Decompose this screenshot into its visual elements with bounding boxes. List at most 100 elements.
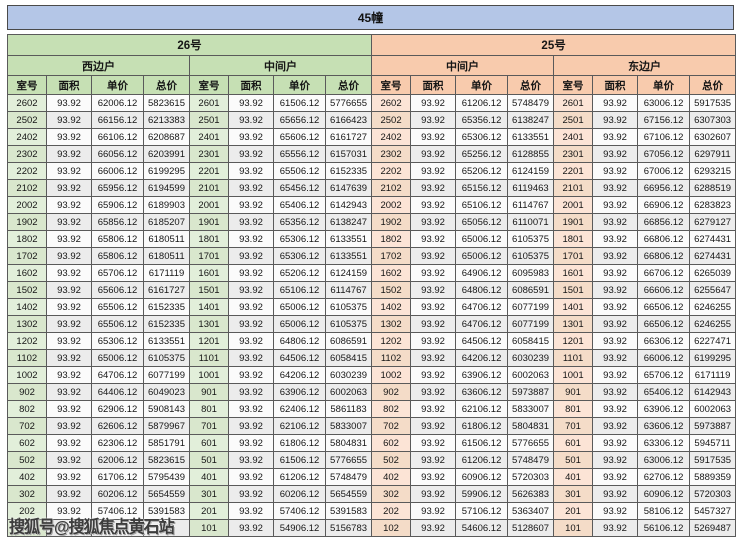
room-number-cell: 1502 xyxy=(7,281,47,299)
room-number-cell: 301 xyxy=(189,485,229,503)
table-row: 2102 93.92 65956.12 6194599 2101 93.92 65456.1… xyxy=(7,179,737,197)
value-cell: 6189903 xyxy=(143,196,190,214)
value-cell: 5917535 xyxy=(689,94,737,112)
value-cell: 5823615 xyxy=(143,94,190,112)
value-cell: 6279127 xyxy=(689,213,737,231)
value-cell: 93.92 xyxy=(228,519,274,537)
building-title: 45幢 xyxy=(7,5,734,30)
value-cell: 5776655 xyxy=(507,434,555,452)
unit-type-row: 西边户 中间户 中间户 东边户 xyxy=(7,55,737,76)
room-number-cell: 1501 xyxy=(553,281,594,299)
value-cell: 5654559 xyxy=(143,485,190,503)
value-cell: 93.92 xyxy=(592,366,639,384)
value-cell: 6133551 xyxy=(507,128,555,146)
room-number-cell: 602 xyxy=(7,434,47,452)
value-cell: 62906.12 xyxy=(91,400,144,418)
col-total-price: 总价 xyxy=(143,75,190,95)
value-cell: 6077199 xyxy=(507,315,555,333)
value-cell: 64206.12 xyxy=(273,366,326,384)
value-cell: 93.92 xyxy=(410,111,457,129)
value-cell: 65606.12 xyxy=(273,128,326,146)
value-cell: 6142943 xyxy=(689,383,737,401)
value-cell: 93.92 xyxy=(410,230,457,248)
room-number-cell: 1802 xyxy=(7,230,47,248)
value-cell: 65556.12 xyxy=(273,145,326,163)
value-cell: 65956.12 xyxy=(91,179,144,197)
room-number-cell: 1202 xyxy=(371,332,412,350)
value-cell: 6058415 xyxy=(324,349,373,367)
value-cell: 57106.12 xyxy=(455,502,509,520)
value-cell: 6274431 xyxy=(689,247,737,265)
value-cell: 63006.12 xyxy=(637,451,691,469)
value-cell: 64806.12 xyxy=(273,332,326,350)
table-row: 1602 93.92 65706.12 6171119 1601 93.92 65206.1… xyxy=(7,264,737,282)
value-cell: 5823615 xyxy=(143,451,190,469)
room-number-cell: 1201 xyxy=(189,332,229,350)
value-cell: 66856.12 xyxy=(637,213,691,231)
building-25-header: 25号 xyxy=(371,34,737,56)
room-number-cell: 2402 xyxy=(7,128,47,146)
room-number-cell: 1702 xyxy=(371,247,412,265)
value-cell: 93.92 xyxy=(592,315,639,333)
value-cell: 65906.12 xyxy=(91,196,144,214)
value-cell: 93.92 xyxy=(410,128,457,146)
value-cell: 93.92 xyxy=(592,519,639,537)
value-cell: 61506.12 xyxy=(455,434,509,452)
value-cell: 65206.12 xyxy=(273,264,326,282)
room-number-cell: 2002 xyxy=(7,196,47,214)
value-cell: 61706.12 xyxy=(91,468,144,486)
value-cell: 5861183 xyxy=(324,400,373,418)
room-number-cell: 2201 xyxy=(553,162,594,180)
room-number-cell: 2502 xyxy=(7,111,47,129)
value-cell: 67156.12 xyxy=(637,111,691,129)
room-number-cell: 901 xyxy=(553,383,594,401)
value-cell: 93.92 xyxy=(46,434,92,452)
table-row: 1402 93.92 65506.12 6152335 1401 93.92 65006.1… xyxy=(7,298,737,316)
value-cell: 64806.12 xyxy=(455,281,509,299)
value-cell: 6105375 xyxy=(324,315,373,333)
value-cell: 63906.12 xyxy=(455,366,509,384)
value-cell: 93.92 xyxy=(46,502,92,520)
table-body: 2602 93.92 62006.12 5823615 2601 93.92 61506.1… xyxy=(7,94,737,537)
value-cell: 6208687 xyxy=(143,128,190,146)
room-number-cell xyxy=(7,519,47,537)
value-cell: 93.92 xyxy=(228,213,274,231)
room-number-cell: 802 xyxy=(7,400,47,418)
value-cell: 62606.12 xyxy=(91,417,144,435)
room-number-cell: 201 xyxy=(553,502,594,520)
value-cell: 93.92 xyxy=(410,196,457,214)
building-title-label: 45幢 xyxy=(357,11,384,25)
room-number-cell: 2501 xyxy=(553,111,594,129)
value-cell: 62706.12 xyxy=(637,468,691,486)
room-number-cell: 1002 xyxy=(371,366,412,384)
table-row: 502 93.92 62006.12 5823615 501 93.92 61506.12 5… xyxy=(7,451,737,469)
value-cell: 93.92 xyxy=(410,383,457,401)
room-number-cell: 902 xyxy=(7,383,47,401)
value-cell: 93.92 xyxy=(228,196,274,214)
value-cell: 93.92 xyxy=(592,400,639,418)
value-cell: 93.92 xyxy=(228,128,274,146)
value-cell: 6002063 xyxy=(324,383,373,401)
room-number-cell: 1002 xyxy=(7,366,47,384)
room-number-cell: 801 xyxy=(189,400,229,418)
value-cell: 93.92 xyxy=(592,434,639,452)
room-number-cell: 402 xyxy=(371,468,412,486)
room-number-cell: 2401 xyxy=(189,128,229,146)
value-cell: 93.92 xyxy=(228,383,274,401)
value-cell: 6105375 xyxy=(143,349,190,367)
value-cell: 93.92 xyxy=(592,417,639,435)
value-cell: 6030239 xyxy=(324,366,373,384)
col-total-price: 总价 xyxy=(689,75,737,95)
value-cell: 5363407 xyxy=(507,502,555,520)
room-number-cell: 2202 xyxy=(7,162,47,180)
value-cell: 65506.12 xyxy=(273,162,326,180)
value-cell: 5889359 xyxy=(689,468,737,486)
table-row: 1102 93.92 65006.12 6105375 1101 93.92 64506.1… xyxy=(7,349,737,367)
room-number-cell: 1701 xyxy=(189,247,229,265)
unit-east-header: 东边户 xyxy=(553,55,737,76)
value-cell: 93.92 xyxy=(410,213,457,231)
col-room: 室号 xyxy=(371,75,412,95)
room-number-cell: 801 xyxy=(553,400,594,418)
value-cell: 93.92 xyxy=(410,264,457,282)
room-number-cell: 1801 xyxy=(189,230,229,248)
